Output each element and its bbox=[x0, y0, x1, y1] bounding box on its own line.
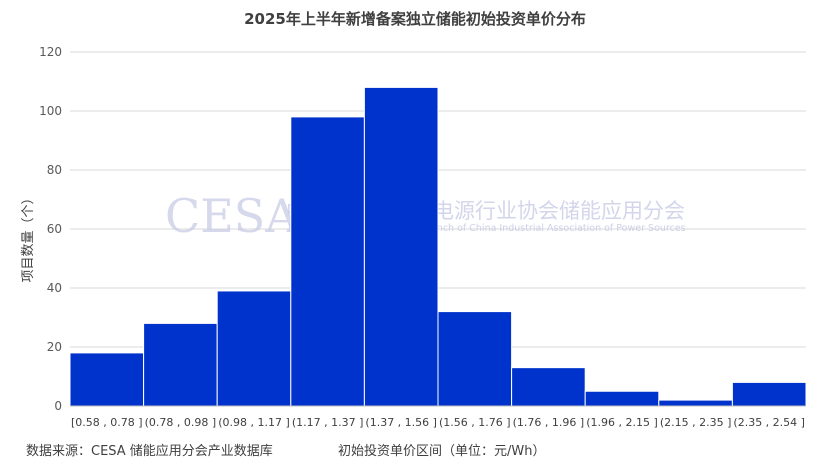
bar bbox=[437, 311, 513, 407]
y-axis-label: 项目数量（个） bbox=[21, 191, 36, 282]
bar bbox=[731, 381, 807, 407]
x-category-label: (1.17 , 1.37 ] bbox=[292, 416, 364, 429]
y-tick-label: 120 bbox=[39, 45, 62, 59]
y-tick-label: 40 bbox=[47, 281, 62, 295]
bar bbox=[363, 86, 439, 407]
bar bbox=[584, 390, 660, 407]
y-tick-label: 60 bbox=[47, 222, 62, 236]
x-category-label: [0.58 , 0.78 ] bbox=[71, 416, 143, 429]
x-category-label: (1.96 , 2.15 ] bbox=[586, 416, 658, 429]
y-tick-label: 100 bbox=[39, 104, 62, 118]
y-tick-label: 20 bbox=[47, 340, 62, 354]
x-category-label: (2.35 , 2.54 ] bbox=[733, 416, 805, 429]
x-category-label: (0.78 , 0.98 ] bbox=[145, 416, 217, 429]
bar bbox=[69, 352, 145, 407]
bar bbox=[511, 367, 586, 407]
bar bbox=[216, 290, 292, 407]
x-category-label: (1.37 , 1.56 ] bbox=[365, 416, 437, 429]
y-tick-label: 0 bbox=[54, 399, 62, 413]
bar bbox=[143, 322, 218, 407]
y-tick-labels: 0 20 40 60 80 100 120 bbox=[39, 45, 62, 413]
x-category-label: (1.76 , 1.96 ] bbox=[513, 416, 585, 429]
x-category-label: (0.98 , 1.17 ] bbox=[218, 416, 290, 429]
bar bbox=[290, 116, 365, 407]
chart-title: 2025年上半年新增备案独立储能初始投资单价分布 bbox=[244, 10, 586, 28]
watermark-logo: CESA bbox=[165, 189, 299, 243]
x-category-label: (1.56 , 1.76 ] bbox=[439, 416, 511, 429]
x-category-labels: [0.58 , 0.78 ] (0.78 , 0.98 ] (0.98 , 1.17… bbox=[71, 416, 805, 429]
bars bbox=[69, 86, 807, 407]
y-tick-label: 80 bbox=[47, 163, 62, 177]
x-category-label: (2.15 , 2.35 ] bbox=[660, 416, 732, 429]
source-note: 数据来源：CESA 储能应用分会产业数据库 bbox=[26, 444, 273, 459]
bar bbox=[658, 399, 733, 407]
watermark-name-en: Energy Storage Application Branch of Chi… bbox=[288, 223, 686, 234]
x-axis-label: 初始投资单价区间（单位：元/Wh） bbox=[338, 444, 546, 459]
